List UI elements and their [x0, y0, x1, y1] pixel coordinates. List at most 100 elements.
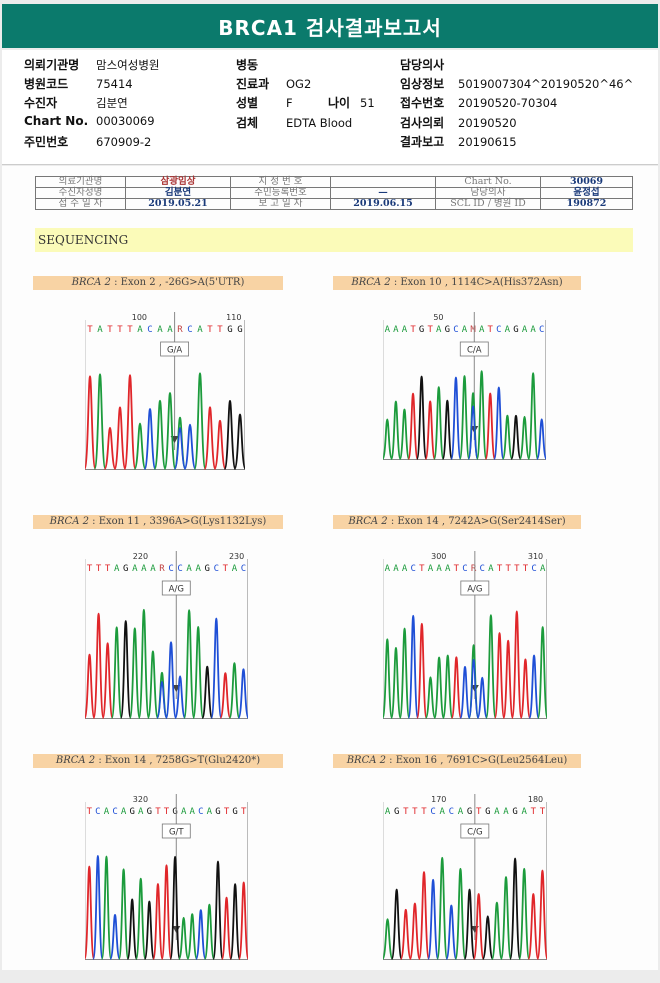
- report-value: 20190615: [458, 135, 517, 149]
- chromatogram: 220 230 T T T A G A A A R C C A A G C T A C A/G: [83, 551, 250, 719]
- trace-peak: [528, 654, 540, 719]
- trace-peak: [519, 658, 532, 719]
- base-letter: T: [127, 325, 133, 335]
- trace-peak: [518, 415, 531, 460]
- ward-row: 병동: [236, 56, 286, 73]
- trace-peak: [510, 414, 522, 460]
- trace-peak: [220, 896, 233, 960]
- call-box: [161, 823, 191, 839]
- trace-peak: [408, 902, 421, 960]
- trace-peak: [472, 893, 485, 960]
- position-label-left: 300: [431, 552, 446, 561]
- table-cell: 접 수 일 자: [35, 198, 126, 210]
- trace-peak: [493, 632, 506, 719]
- trace-peak: [117, 868, 130, 960]
- position-label-left: 170: [431, 795, 446, 804]
- table-row: 의료기관명 삼광임상 지 정 번 호 Chart No. 30069: [35, 176, 633, 188]
- base-letter: C: [95, 807, 100, 817]
- trace-peak: [109, 913, 121, 960]
- trace-peak: [143, 408, 157, 470]
- base-letter: T: [419, 564, 425, 574]
- base-letter: A: [436, 325, 442, 335]
- institution-value: 맘스여성병원: [96, 58, 160, 72]
- base-letter: A: [167, 325, 173, 335]
- ward-label: 병동: [236, 58, 259, 72]
- panel-title: BRCA 2 : Exon 14 , 7242A>G(Ser2414Ser): [333, 515, 581, 529]
- table-row: 수진자성명 김분연 주민등록번호 — 담당의사 윤정섭: [35, 187, 633, 199]
- trace-peak: [195, 909, 207, 960]
- base-letter: A: [132, 564, 138, 574]
- base-letter: A: [114, 564, 120, 574]
- hospital-code-value: 75414: [96, 77, 133, 91]
- trace-peak: [415, 375, 428, 460]
- trace-peak: [160, 864, 173, 960]
- trace-peak: [223, 400, 237, 470]
- base-letter: A: [440, 807, 446, 817]
- panel-title: BRCA 2 : Exon 11 , 3396A>G(Lys1132Lys): [33, 515, 283, 529]
- base-letter: A: [97, 325, 103, 335]
- trace-peak: [527, 893, 540, 960]
- request-label: 검사의뢰: [400, 116, 445, 130]
- trace-peak: [123, 374, 137, 470]
- base-letter: T: [421, 807, 427, 817]
- base-letter: A: [150, 564, 156, 574]
- table-cell: 담당의사: [435, 187, 541, 199]
- trace-peak: [476, 370, 488, 460]
- chromatogram: 320 T C A C A G A G T T G A A C A G T G T G/T: [83, 794, 250, 960]
- trace-peak: [427, 878, 440, 960]
- trace-peak: [229, 883, 241, 960]
- report-title-banner: BRCA1 검사결과보고서: [2, 4, 658, 48]
- trace-peak: [169, 855, 181, 960]
- trace-peak: [433, 656, 445, 719]
- base-letter: C: [198, 807, 203, 817]
- trace-peak: [128, 627, 141, 719]
- trace-peak: [399, 908, 412, 960]
- position-label-left: 50: [433, 313, 443, 322]
- dept-row: 진료과 OG2: [236, 75, 311, 92]
- base-letter: C: [187, 325, 192, 335]
- trace-peak: [173, 427, 187, 470]
- patient-row: 수진자 김분연: [24, 94, 128, 111]
- base-letter: A: [186, 564, 192, 574]
- gene-name: BRCA 2: [71, 277, 111, 288]
- rrn-value: 670909-2: [96, 135, 152, 149]
- base-letter: C: [168, 564, 173, 574]
- hospital-code-label: 병원코드: [24, 77, 69, 91]
- call-box: [460, 823, 490, 839]
- trace-peak: [527, 372, 539, 460]
- base-letter: C: [214, 564, 219, 574]
- trace-peak: [178, 916, 190, 960]
- chromatogram: 170 180 A G T T T C A C A G T G A A G A T T C/G: [381, 794, 549, 960]
- sex-label: 성별: [236, 96, 259, 110]
- table-cell: [330, 176, 436, 188]
- trace-peak: [237, 668, 250, 719]
- trace-peak: [133, 422, 147, 470]
- panel-title: BRCA 2 : Exon 14 , 7258G>T(Glu2420*): [33, 754, 283, 768]
- table-cell: Chart No.: [435, 176, 541, 188]
- variant-desc: : Exon 10 , 1114C>A(His372Asn): [390, 277, 563, 288]
- table-cell: 주민등록번호: [230, 187, 331, 199]
- call-box: [459, 341, 489, 357]
- base-call-label: A/G: [169, 585, 184, 595]
- variant-desc: : Exon 2 , -26G>A(5'UTR): [110, 277, 245, 288]
- age-label: 나이: [328, 96, 351, 110]
- trace-peak: [433, 386, 445, 460]
- chromatogram-panel: BRCA 2 : Exon 11 , 3396A>G(Lys1132Lys) 2…: [33, 515, 283, 719]
- position-label-right: 110: [226, 313, 241, 322]
- trace-peak: [152, 883, 164, 960]
- chromatogram: 100 110 T A T T T A C A A R C A T T G G G/A: [83, 312, 247, 470]
- trace-peak: [193, 372, 207, 470]
- trace-peak: [83, 653, 96, 719]
- base-letter: C: [177, 564, 182, 574]
- request-row: 검사의뢰 20190520: [400, 114, 517, 131]
- variant-desc: : Exon 14 , 7258G>T(Glu2420*): [95, 755, 261, 766]
- report-title: BRCA1 검사결과보고서: [218, 15, 442, 40]
- base-letter: C: [410, 564, 415, 574]
- trace-peak: [450, 656, 463, 719]
- variant-desc: : Exon 16 , 7691C>G(Leu2564Leu): [386, 755, 568, 766]
- base-letter: T: [96, 564, 102, 574]
- base-letter: A: [141, 564, 147, 574]
- base-letter: T: [87, 325, 93, 335]
